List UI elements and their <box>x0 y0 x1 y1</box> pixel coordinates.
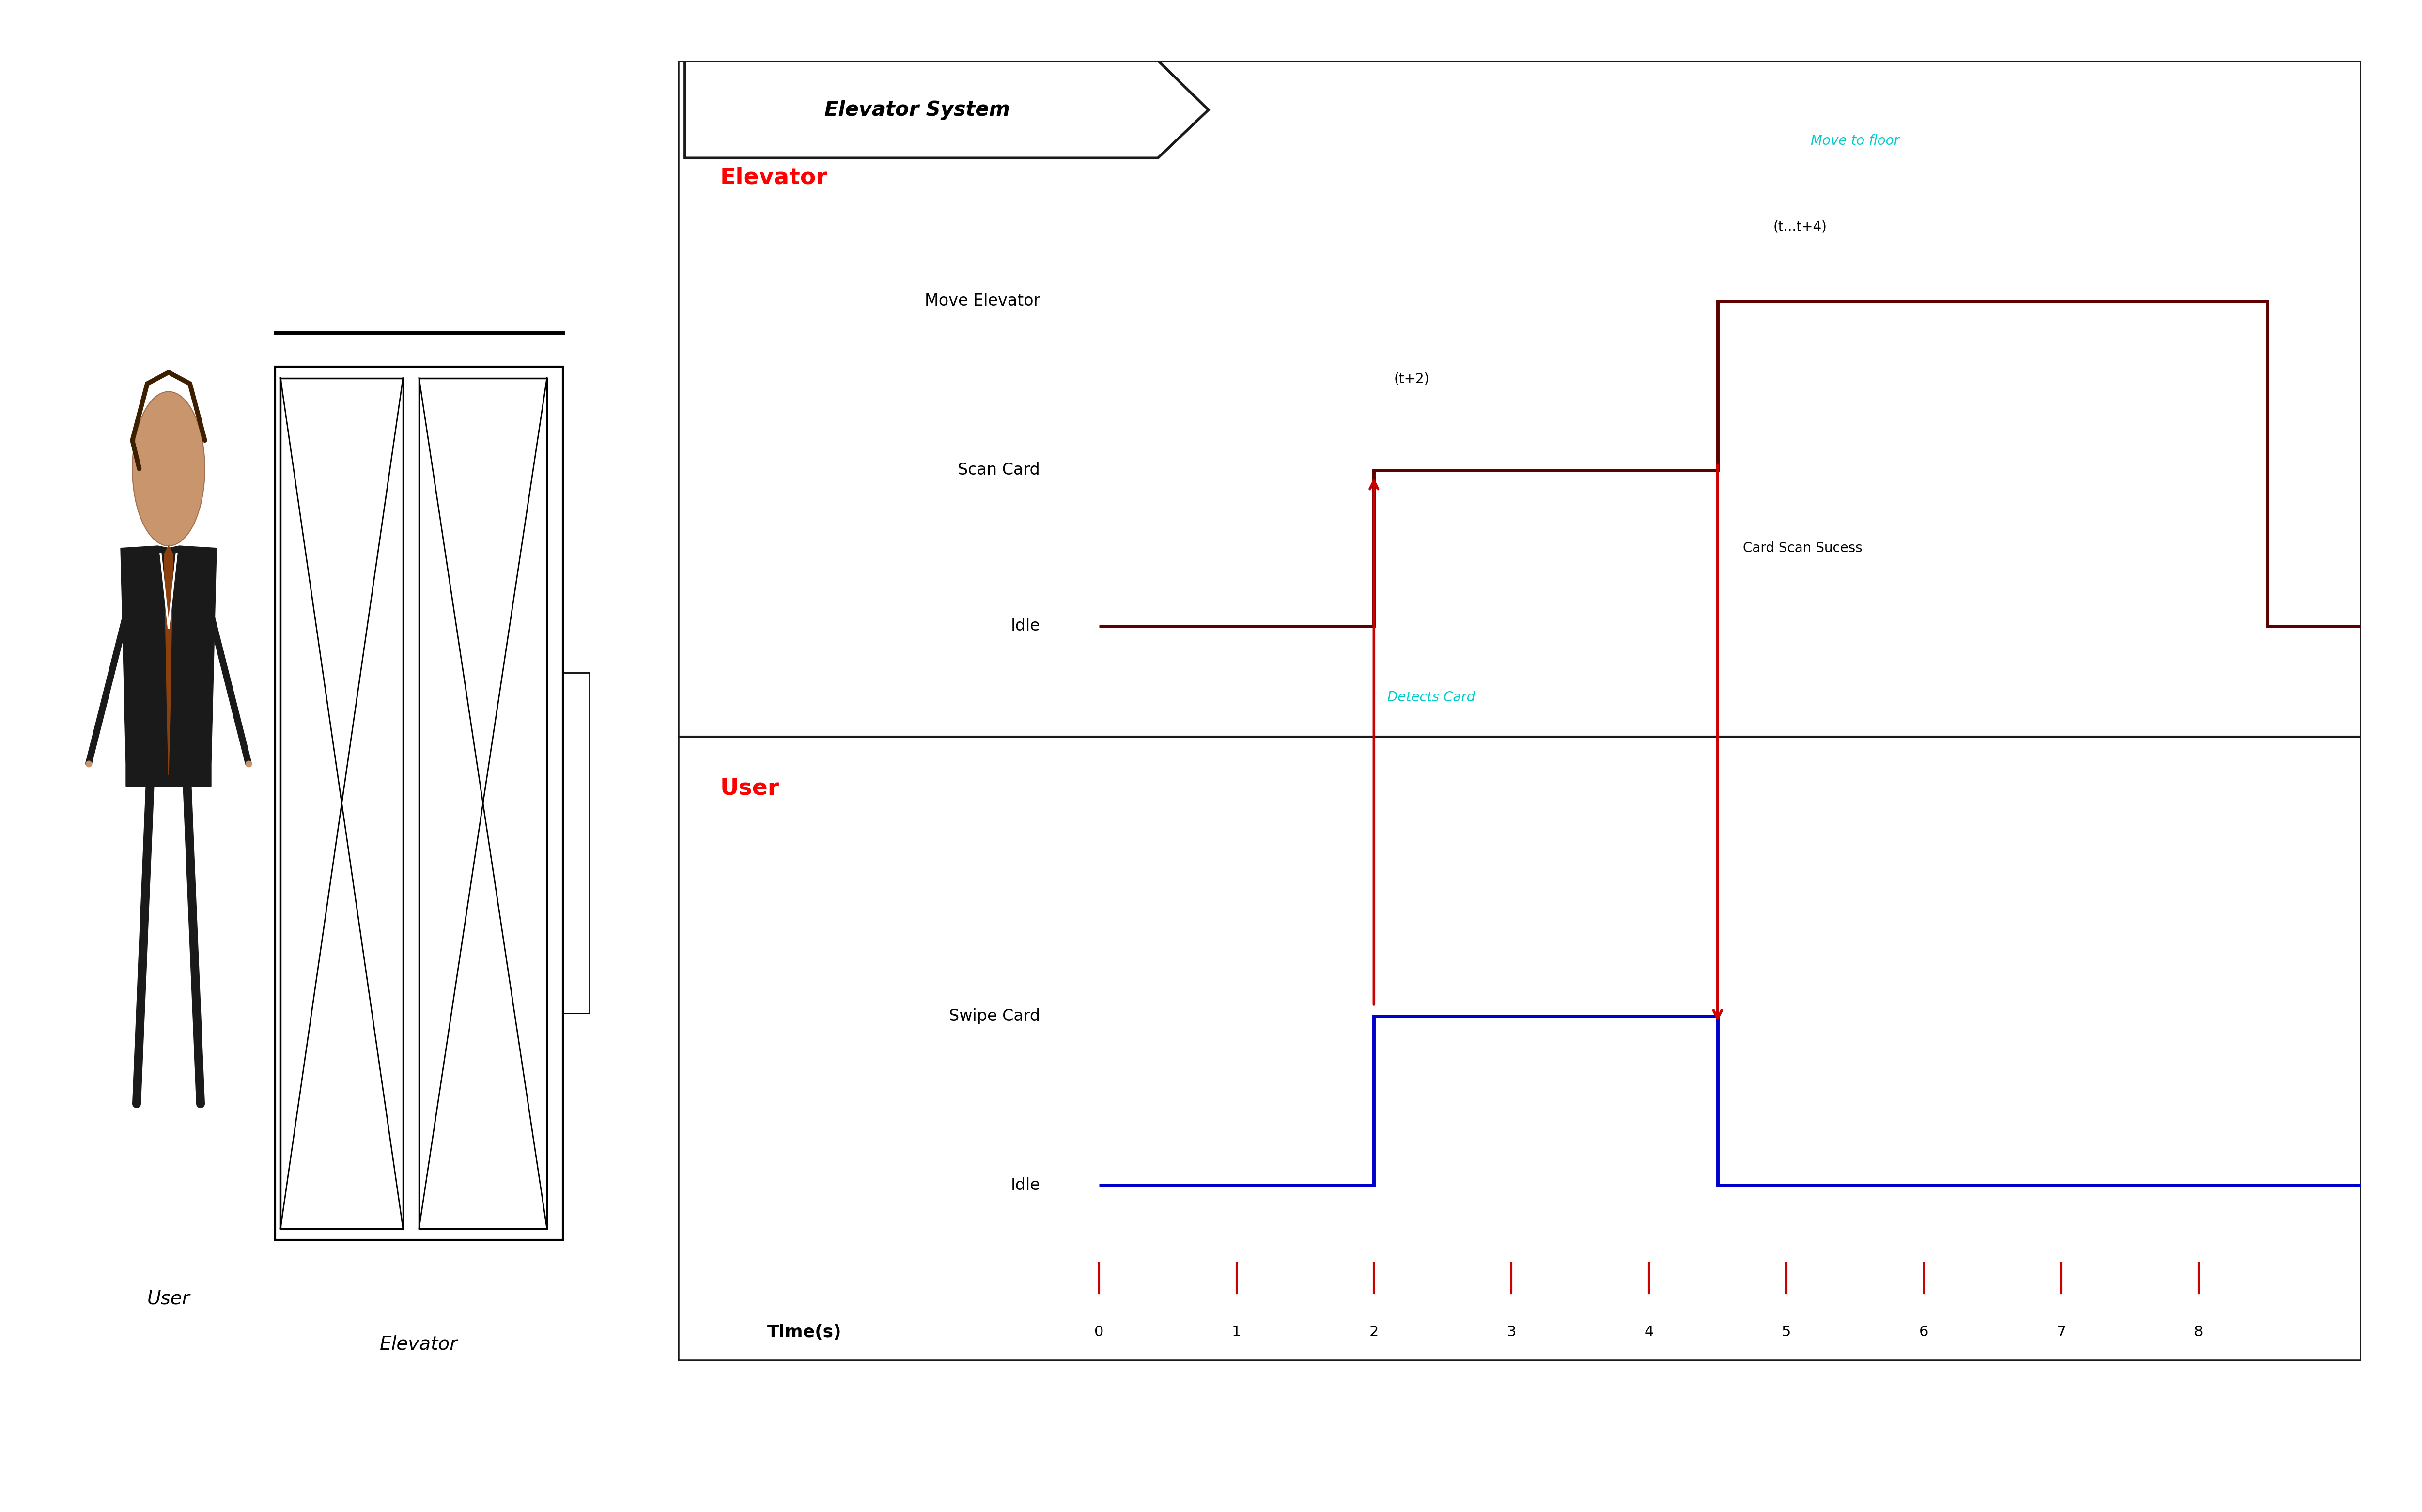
Text: 2: 2 <box>1368 1325 1378 1340</box>
Text: Move to floor: Move to floor <box>1812 135 1899 148</box>
Polygon shape <box>165 546 172 776</box>
Circle shape <box>133 392 206 546</box>
Text: 5: 5 <box>1783 1325 1790 1340</box>
Text: 4: 4 <box>1645 1325 1654 1340</box>
Text: User: User <box>719 777 780 800</box>
Text: Elevator System: Elevator System <box>823 100 1010 119</box>
Text: 1: 1 <box>1233 1325 1240 1340</box>
Text: Idle: Idle <box>1010 1178 1039 1193</box>
Text: Elevator: Elevator <box>719 166 828 189</box>
Text: 6: 6 <box>1918 1325 1928 1340</box>
Text: Elevator: Elevator <box>380 1335 458 1353</box>
Text: Swipe Card: Swipe Card <box>949 1009 1039 1024</box>
Text: 3: 3 <box>1506 1325 1516 1340</box>
Text: Time(s): Time(s) <box>768 1325 840 1341</box>
Polygon shape <box>121 546 216 786</box>
Text: User: User <box>148 1290 189 1308</box>
Polygon shape <box>685 60 1209 159</box>
Text: 7: 7 <box>2056 1325 2066 1340</box>
Text: Detects Card: Detects Card <box>1388 691 1475 705</box>
Text: Idle: Idle <box>1010 618 1039 634</box>
Text: 8: 8 <box>2194 1325 2204 1340</box>
Text: 0: 0 <box>1095 1325 1104 1340</box>
Text: (t...t+4): (t...t+4) <box>1773 221 1826 234</box>
Text: Scan Card: Scan Card <box>957 463 1039 478</box>
Text: Move Elevator: Move Elevator <box>925 293 1039 308</box>
Text: (t+2): (t+2) <box>1395 372 1429 386</box>
Text: Card Scan Sucess: Card Scan Sucess <box>1744 541 1863 555</box>
